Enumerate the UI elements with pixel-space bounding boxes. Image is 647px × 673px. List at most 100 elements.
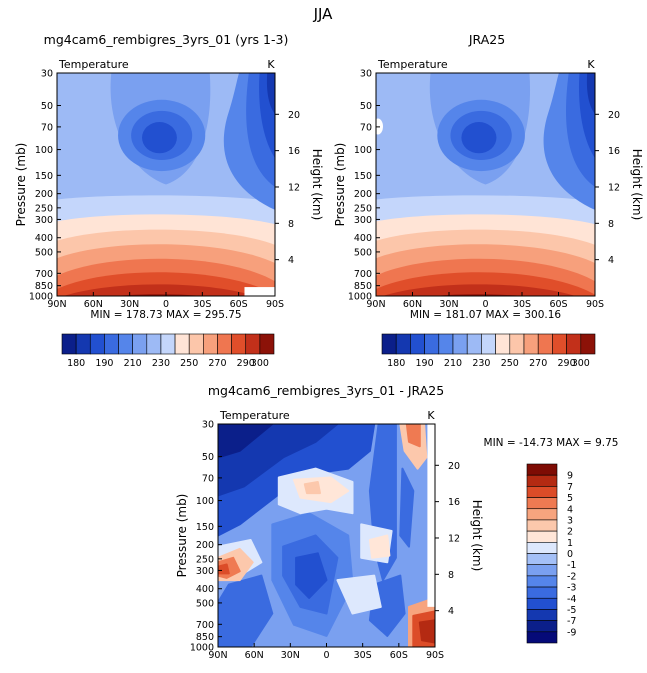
colorbar-box [381, 333, 397, 355]
pressure-tick-label: 400 [35, 233, 53, 244]
colorbar-label: 2 [567, 527, 573, 538]
colorbar-label: 7 [567, 482, 573, 493]
contour-band [218, 574, 274, 647]
colorbar-label: -5 [567, 605, 576, 616]
height-tick-label: 8 [288, 219, 294, 230]
height-axis-label: Height (km) [630, 149, 644, 220]
contour-band [368, 534, 391, 559]
colorbar-box [160, 333, 176, 355]
units-label: K [427, 409, 435, 422]
pressure-tick-label: 300 [35, 215, 53, 226]
colorbar-box [424, 333, 440, 355]
colorbar-box [231, 333, 247, 355]
pressure-tick-label: 1000 [29, 292, 53, 303]
latitude-tick-label: 30N [281, 650, 300, 661]
height-tick-label: 16 [608, 146, 620, 157]
missing-data-region [427, 424, 435, 607]
colorbar-label: 180 [67, 358, 85, 369]
colorbar-label: 250 [501, 358, 519, 369]
height-tick-label: 20 [448, 461, 460, 472]
height-tick-label: 8 [608, 219, 614, 230]
variable-label: Temperature [219, 409, 290, 422]
pressure-tick-label: 700 [354, 269, 372, 280]
colorbar-label: 190 [416, 358, 434, 369]
pressure-tick-label: 1000 [190, 643, 214, 654]
pressure-tick-label: 400 [196, 584, 214, 595]
height-tick-label: 4 [608, 255, 614, 266]
colorbar-label: -9 [567, 627, 576, 638]
colorbar-label: -1 [567, 560, 576, 571]
pressure-tick-label: 850 [35, 281, 53, 292]
contour-band [266, 73, 275, 114]
colorbar-box [566, 333, 582, 355]
colorbar-box [410, 333, 425, 355]
colorbar-label: -3 [567, 583, 576, 594]
pressure-tick-label: 850 [196, 632, 214, 643]
min-max-stats: MIN = -14.73 MAX = 9.75 [484, 437, 619, 449]
colorbar-box [217, 333, 232, 355]
colorbar-box [452, 333, 468, 355]
colorbar-label: 230 [152, 358, 170, 369]
pressure-tick-label: 200 [196, 540, 214, 551]
colorbar-box [259, 333, 275, 355]
pressure-tick-label: 70 [202, 473, 214, 484]
pressure-tick-label: 30 [41, 69, 53, 80]
colorbar-box [526, 553, 558, 565]
height-tick-label: 8 [448, 570, 454, 581]
colorbar-label: 290 [558, 358, 576, 369]
pressure-tick-label: 300 [354, 215, 372, 226]
colorbar-box [146, 333, 162, 355]
colorbar-box [526, 463, 558, 476]
latitude-tick-label: 30S [513, 299, 531, 310]
latitude-tick-label: 90N [208, 650, 227, 661]
colorbar-label: 0 [567, 549, 573, 560]
height-tick-label: 12 [448, 533, 460, 544]
pressure-tick-label: 50 [360, 101, 372, 112]
latitude-tick-label: 60N [84, 299, 103, 310]
colorbar-box [466, 333, 482, 355]
contour-band [461, 122, 497, 154]
colorbar-label: -7 [567, 616, 576, 627]
latitude-tick-label: 0 [163, 299, 169, 310]
pressure-tick-label: 500 [196, 598, 214, 609]
pressure-tick-label: 200 [35, 189, 53, 200]
pressure-tick-label: 250 [35, 203, 53, 214]
colorbar-label: 230 [472, 358, 490, 369]
pressure-tick-label: 500 [354, 247, 372, 258]
colorbar-label: 210 [444, 358, 462, 369]
contour-band [399, 467, 415, 548]
height-tick-label: 16 [448, 497, 460, 508]
pressure-tick-label: 250 [354, 203, 372, 214]
pressure-tick-label: 100 [354, 145, 372, 156]
colorbar-box [526, 620, 558, 633]
colorbar-box [526, 508, 558, 521]
variable-label: Temperature [377, 58, 448, 71]
colorbar-box [188, 333, 204, 355]
colorbar-box [526, 631, 558, 644]
colorbar-box [526, 519, 558, 532]
latitude-tick-label: 60S [230, 299, 248, 310]
colorbar-box [526, 564, 558, 577]
colorbar-box [526, 597, 558, 610]
colorbar-label: 5 [567, 493, 573, 504]
contour-fill-model [57, 73, 275, 296]
latitude-tick-label: 30N [439, 299, 458, 310]
contour-band [368, 574, 406, 637]
colorbar-label: 1 [567, 538, 573, 549]
latitude-tick-label: 90S [426, 650, 444, 661]
pressure-tick-label: 300 [196, 566, 214, 577]
colorbar-box [526, 486, 558, 498]
colorbar-label: 290 [237, 358, 255, 369]
colorbar-label: 300 [572, 358, 590, 369]
panel-title: mg4cam6_rembigres_3yrs_01 - JRA25 [208, 383, 444, 398]
latitude-tick-label: 60N [403, 299, 422, 310]
pressure-tick-label: 100 [35, 145, 53, 156]
height-tick-label: 4 [448, 606, 454, 617]
latitude-tick-label: 90S [266, 299, 284, 310]
pressure-tick-label: 50 [41, 101, 53, 112]
contour-fill-obs [376, 73, 595, 296]
colorbar-label: 270 [208, 358, 226, 369]
